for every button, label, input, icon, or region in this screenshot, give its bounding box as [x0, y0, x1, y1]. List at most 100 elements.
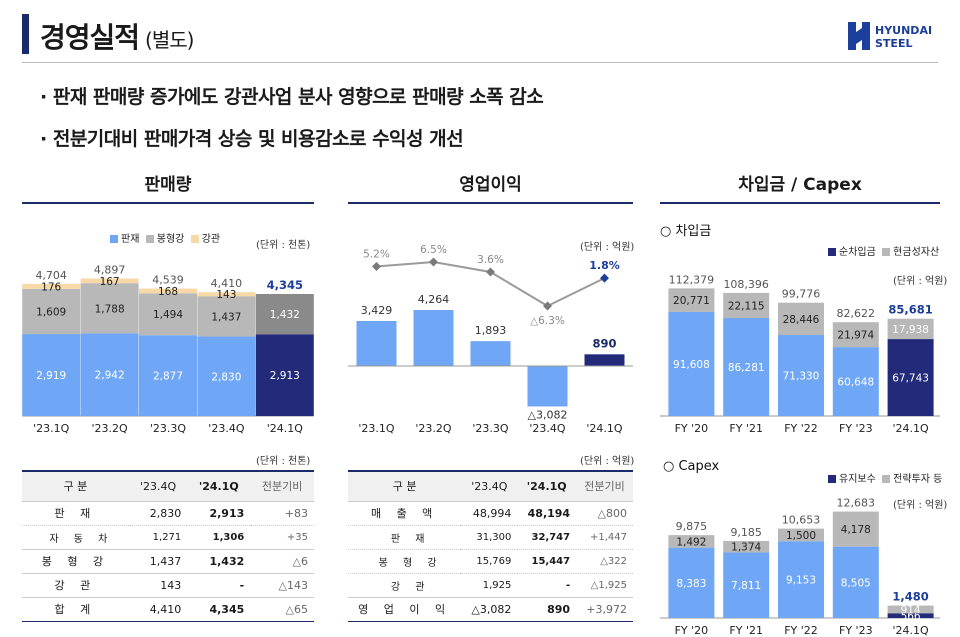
profit-value-4: 890: [592, 336, 616, 350]
profit-bar-2: [470, 341, 511, 366]
table-row: 영 업 이 익 △3,082 890 +3,972: [348, 596, 633, 622]
legend-pipe: 강관: [201, 234, 221, 245]
table-row: 매 출 액 48,994 48,194 △800: [348, 500, 633, 525]
bar-label-1-3: 1,437: [211, 311, 241, 323]
table-cell: △3,082: [461, 596, 518, 622]
table-cell: 32,747: [517, 524, 577, 549]
x-tick-4: '24.1Q: [893, 422, 930, 435]
debt-subtitle: ○ 차입금: [660, 224, 712, 239]
profit-x-tick-1: '23.2Q: [415, 422, 452, 435]
table-cell: 합 계: [22, 596, 129, 622]
bar-label-0-0: 8,383: [676, 578, 706, 590]
bar-1-2: [778, 302, 824, 335]
capex-subtitle: ○ Capex: [663, 459, 720, 474]
legend-swatch-maintenance: [828, 475, 836, 483]
table-cell: △800: [576, 500, 633, 525]
table-cell: 2,913: [187, 500, 251, 525]
legend-plate: 판재: [121, 234, 140, 245]
table-header-cell: '23.4Q: [461, 470, 518, 501]
table-cell: 890: [517, 596, 577, 622]
bullet-2: · 전분기대비 판매가격 상승 및 비용감소로 수익성 개선: [40, 128, 464, 150]
legend-maintenance: 유지보수: [839, 474, 876, 485]
bar-label-1-0: 1,492: [676, 536, 706, 548]
bar-label-1-2: 1,494: [153, 309, 183, 321]
table-header-cell: '24.1Q: [187, 470, 251, 501]
margin-label-3: △6.3%: [530, 315, 565, 327]
table-cell: 봉 형 강: [348, 548, 462, 573]
total-label-3: 12,683: [837, 497, 876, 510]
bar-1-4: [887, 605, 934, 614]
bar-label-0-2: 2,877: [153, 371, 183, 383]
bar-1-3: [832, 322, 879, 348]
table-cell: △1,925: [576, 572, 633, 597]
x-tick-3: FY '23: [839, 422, 873, 435]
table-cell: △143: [250, 572, 314, 597]
table-cell: 봉 형 강: [22, 548, 129, 573]
bar-0-0: [22, 334, 81, 416]
bar-label-1-2: 1,500: [786, 530, 816, 542]
profit-x-tick-3: '23.4Q: [529, 422, 566, 435]
total-label-0: 112,379: [669, 273, 715, 286]
table-cell: △6: [250, 548, 314, 573]
bar-label-1-4: 914: [901, 604, 921, 616]
table-header-cell: 전분기비: [576, 470, 633, 501]
table-cell: 강 관: [22, 572, 129, 597]
legend-swatch-section: [145, 235, 154, 243]
sales-unit: (단위 : 천톤): [256, 240, 311, 251]
bar-0-3: [197, 336, 256, 416]
bar-0-2: [778, 334, 824, 416]
hyundai-steel-logo: HYUNDAI STEEL: [848, 20, 938, 52]
bar-1-2: [778, 528, 824, 542]
profit-value-1: 4,264: [418, 293, 450, 306]
table-cell: +83: [250, 500, 314, 525]
logo-text-steel: STEEL: [875, 37, 912, 50]
bar-label-0-4: 2,913: [270, 370, 300, 382]
bar-label-1-1: 1,374: [731, 542, 761, 554]
table-header-row: 구 분 '23.4Q '24.1Q 전분기비: [348, 470, 633, 501]
bar-label-1-2: 28,446: [783, 314, 820, 326]
bar-label-2-1: 167: [100, 276, 120, 288]
bar-label-1-3: 4,178: [841, 524, 871, 536]
bar-1-2: [139, 293, 197, 336]
table-row: 강 관 143- △143: [22, 572, 314, 597]
profit-chart: 3,429'23.1Q4,264'23.2Q1,893'23.3Q△3,082'…: [348, 244, 633, 435]
debt-legend: 순차입금 현금성자산: [828, 243, 939, 258]
bar-1-4: [887, 318, 934, 340]
x-tick-1: FY '21: [729, 422, 763, 435]
bar-2-3: [197, 292, 256, 297]
bar-0-3: [832, 347, 879, 416]
legend-net-debt: 순차입금: [839, 247, 876, 258]
bar-label-1-1: 1,788: [95, 303, 125, 315]
total-label-4: 85,681: [888, 303, 932, 317]
bar-label-1-0: 20,771: [673, 295, 710, 307]
sales-section-line: [22, 202, 314, 204]
table-cell: 1,925: [461, 572, 518, 597]
bar-label-1-0: 1,609: [36, 306, 66, 318]
bar-1-3: [832, 511, 879, 547]
bar-0-4: [255, 334, 314, 416]
margin-label-4: 1.8%: [589, 259, 620, 272]
debt-section-line: [660, 202, 940, 204]
bar-1-4: [255, 294, 314, 335]
debt-section-title: 차입금 / Capex: [738, 175, 862, 195]
x-tick-4: '24.1Q: [893, 624, 930, 637]
bar-0-0: [668, 311, 715, 416]
legend-section: 봉형강: [156, 234, 185, 245]
profit-value-0: 3,429: [361, 304, 393, 317]
profit-table: 구 분 '23.4Q '24.1Q 전분기비 매 출 액 48,994 48,194 △800…: [348, 470, 633, 622]
bar-label-0-3: 2,830: [211, 371, 241, 383]
table-cell: 판 재: [22, 500, 129, 525]
x-tick-3: FY '23: [839, 624, 873, 637]
table-cell: 판 재: [348, 524, 462, 549]
bar-0-4: [887, 339, 934, 416]
x-tick-4: '24.1Q: [267, 422, 304, 435]
bar-0-3: [832, 546, 879, 618]
profit-bar-0: [356, 320, 397, 366]
table-cell: 1,432: [187, 548, 251, 573]
x-tick-1: '23.2Q: [92, 422, 129, 435]
table-cell: -: [187, 572, 251, 597]
table-header-cell: 구 분: [22, 470, 129, 501]
table-row: 자 동 차 1,271 1,306 +35: [22, 524, 314, 549]
legend-cash: 현금성자산: [893, 247, 940, 258]
legend-swatch-cash: [882, 248, 891, 256]
